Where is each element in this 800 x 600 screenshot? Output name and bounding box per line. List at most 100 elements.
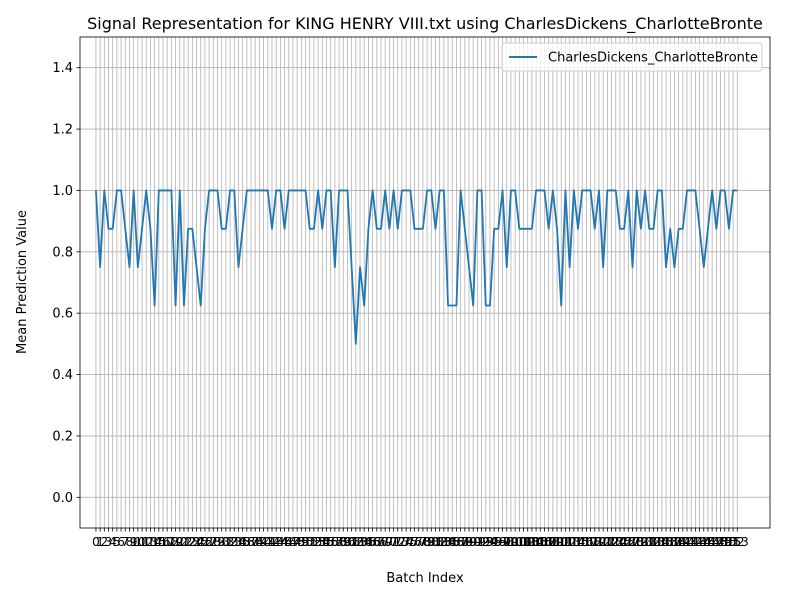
x-tick-label: 78 (415, 535, 430, 549)
x-tick-label: 27 (201, 535, 216, 549)
x-tick-label: 103 (516, 535, 539, 549)
x-tick-label: 46 (281, 535, 296, 549)
x-tick-label: 83 (436, 535, 451, 549)
x-tick-label: 74 (398, 535, 413, 549)
y-axis-label: Mean Prediction Value (15, 210, 30, 354)
legend-box (501, 42, 763, 72)
x-tick-label: 63 (352, 535, 367, 549)
series-line (95, 189, 738, 345)
x-tick-label: 95 (487, 535, 502, 549)
x-tick-label: 147 (701, 535, 724, 549)
x-tick-label: 65 (361, 535, 376, 549)
x-tick-label: 29 (210, 535, 225, 549)
x-tick-label: 152 (722, 535, 745, 549)
x-tick-label: 139 (667, 535, 690, 549)
x-tick-label: 112 (554, 535, 577, 549)
x-tick-label: 110 (546, 535, 569, 549)
x-tick-label: 109 (541, 535, 564, 549)
x-tick-label: 145 (692, 535, 715, 549)
x-tick-label: 62 (348, 535, 363, 549)
x-tick-label: 25 (193, 535, 208, 549)
x-tick-label: 97 (495, 535, 510, 549)
x-tick-label: 38 (248, 535, 263, 549)
x-tick-label: 33 (227, 535, 242, 549)
x-tick-label: 44 (273, 535, 288, 549)
x-tick-label: 60 (340, 535, 355, 549)
x-tick-label: 79 (419, 535, 434, 549)
x-tick-label: 127 (617, 535, 640, 549)
x-tick-label: 96 (491, 535, 506, 549)
y-tick-label: 1.2 (52, 123, 73, 138)
x-tick-label: 42 (264, 535, 279, 549)
x-tick-label: 140 (671, 535, 694, 549)
x-tick-label: 31 (218, 535, 233, 549)
x-tick-label: 138 (663, 535, 686, 549)
x-tick-label: 124 (604, 535, 627, 549)
x-tick-label: 58 (331, 535, 346, 549)
x-tick-label: 26 (197, 535, 212, 549)
x-tick-label: 71 (386, 535, 401, 549)
x-tick-label: 13 (143, 535, 158, 549)
x-tick-label: 120 (588, 535, 611, 549)
x-tick-label: 104 (520, 535, 543, 549)
x-tick-label: 115 (567, 535, 590, 549)
x-tick-label: 32 (222, 535, 237, 549)
x-tick-label: 56 (323, 535, 338, 549)
x-tick-label: 75 (403, 535, 418, 549)
x-tick-label: 105 (525, 535, 548, 549)
x-tick-label: 118 (579, 535, 602, 549)
x-tick-label: 20 (172, 535, 187, 549)
x-tick-label: 117 (575, 535, 598, 549)
x-tick-label: 123 (600, 535, 623, 549)
x-tick-label: 55 (319, 535, 334, 549)
x-tick-label: 84 (440, 535, 455, 549)
x-tick-label: 128 (621, 535, 644, 549)
y-tick-label: 0.6 (52, 307, 73, 322)
x-tick-label: 107 (533, 535, 556, 549)
x-tick-label: 21 (176, 535, 191, 549)
x-tick-label: 151 (717, 535, 740, 549)
x-tick-label: 134 (646, 535, 669, 549)
x-tick-label: 90 (466, 535, 481, 549)
x-tick-label: 50 (298, 535, 313, 549)
plot-frame (79, 36, 771, 529)
x-tick-label: 70 (382, 535, 397, 549)
x-tick-label: 51 (302, 535, 317, 549)
x-tick-label: 77 (411, 535, 426, 549)
x-tick-label: 19 (168, 535, 183, 549)
x-tick-label: 142 (680, 535, 703, 549)
x-tick-label: 28 (206, 535, 221, 549)
x-tick-label: 64 (357, 535, 372, 549)
x-tick-label: 36 (239, 535, 254, 549)
x-tick-label: 143 (684, 535, 707, 549)
x-tick-label: 9 (130, 535, 138, 549)
x-tick-label: 59 (336, 535, 351, 549)
x-tick-label: 54 (315, 535, 330, 549)
x-tick-label: 2 (100, 535, 108, 549)
x-tick-label: 99 (503, 535, 518, 549)
x-tick-label: 7 (121, 535, 129, 549)
x-tick-label: 10 (130, 535, 145, 549)
x-tick-label: 113 (558, 535, 581, 549)
x-tick-label: 40 (256, 535, 271, 549)
x-tick-label: 132 (638, 535, 661, 549)
x-tick-label: 93 (478, 535, 493, 549)
x-tick-label: 141 (676, 535, 699, 549)
x-tick-label: 61 (344, 535, 359, 549)
x-tick-label: 30 (214, 535, 229, 549)
legend-label: CharlesDickens_CharlotteBronte (548, 51, 758, 66)
x-tick-label: 131 (634, 535, 657, 549)
x-tick-label: 43 (269, 535, 284, 549)
y-tick-label: 0.2 (52, 429, 73, 444)
y-tick-label: 0.4 (52, 368, 73, 383)
x-tick-label: 88 (457, 535, 472, 549)
x-tick-label: 57 (327, 535, 342, 549)
x-tick-label: 41 (260, 535, 275, 549)
x-tick-label: 12 (139, 535, 154, 549)
x-tick-label: 121 (592, 535, 615, 549)
x-tick-label: 92 (474, 535, 489, 549)
x-tick-label: 116 (571, 535, 594, 549)
x-tick-label: 67 (369, 535, 384, 549)
